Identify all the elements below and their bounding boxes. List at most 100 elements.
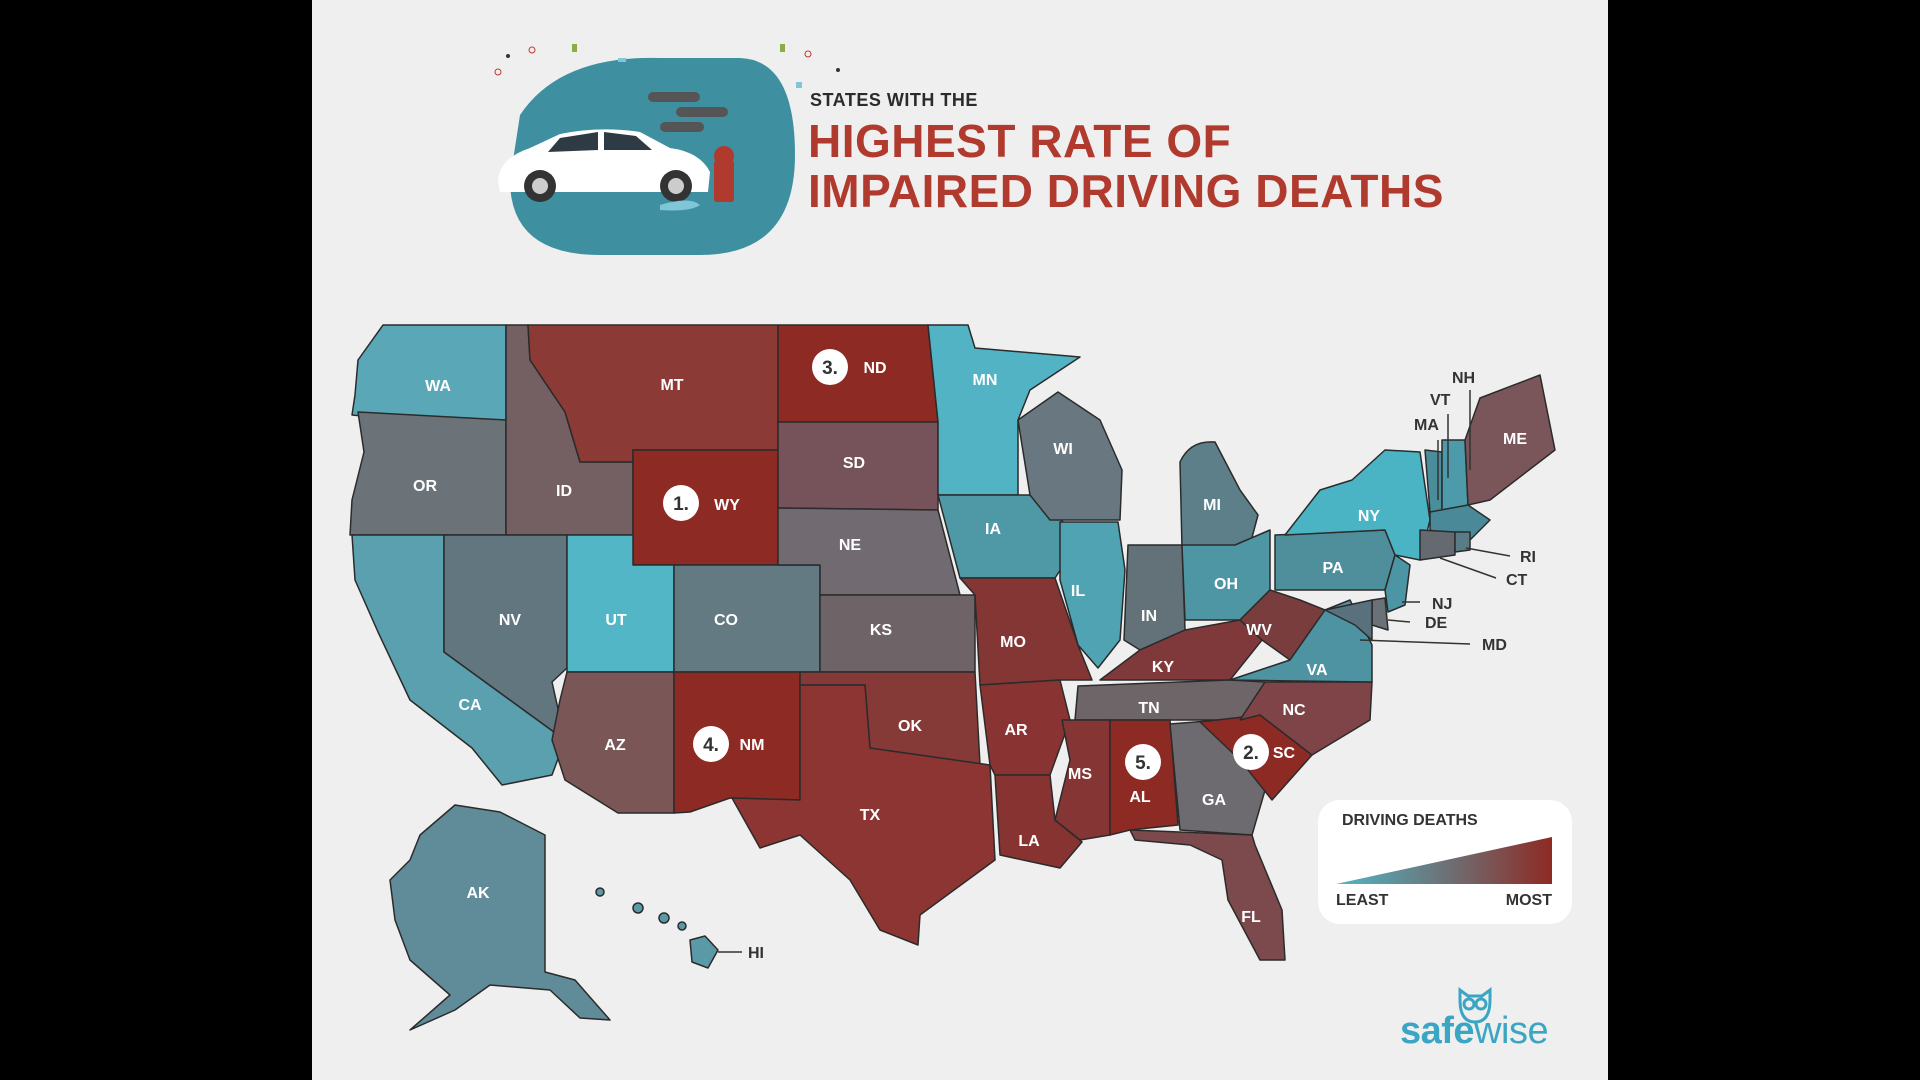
svg-text:4.: 4.	[703, 735, 719, 756]
label-wi: WI	[1053, 441, 1073, 458]
rank-badge-nm: 4.	[693, 726, 729, 762]
brand-name-part2: wise	[1474, 1010, 1549, 1052]
label-in: IN	[1141, 608, 1157, 625]
label-wa: WA	[425, 378, 451, 395]
rank-badge-al: 5.	[1125, 744, 1161, 780]
legend: DRIVING DEATHS LEAST MOST	[1318, 800, 1572, 924]
state-ak	[389, 804, 611, 1031]
label-ky: KY	[1152, 659, 1175, 676]
label-mt: MT	[660, 377, 683, 394]
state-ny	[1284, 449, 1431, 561]
label-vt: VT	[1430, 392, 1451, 409]
state-nd	[777, 324, 939, 423]
label-nv: NV	[499, 612, 522, 629]
label-sd: SD	[843, 455, 865, 472]
state-ct	[1419, 529, 1456, 561]
svg-text:3.: 3.	[822, 358, 838, 379]
title-small: STATES WITH THE	[810, 90, 978, 110]
label-ca: CA	[458, 697, 482, 714]
svg-text:1.: 1.	[673, 494, 689, 515]
state-mi	[1179, 441, 1259, 549]
svg-text:2.: 2.	[1243, 743, 1259, 764]
state-nj	[1384, 554, 1411, 613]
label-id: ID	[556, 483, 572, 500]
label-hi: HI	[748, 945, 764, 962]
label-sc: SC	[1273, 745, 1296, 762]
label-nj: NJ	[1432, 596, 1452, 613]
car-crash-hydrant-illustration	[494, 44, 840, 255]
label-la: LA	[1018, 833, 1040, 850]
label-nh: NH	[1452, 370, 1475, 387]
label-wv: WV	[1246, 622, 1272, 639]
page-title: HIGHEST RATE OF IMPAIRED DRIVING DEATHS	[808, 116, 1444, 216]
state-or	[349, 411, 507, 536]
label-mo: MO	[1000, 634, 1026, 651]
state-wy	[632, 449, 779, 566]
state-ks	[819, 594, 976, 673]
legend-least: LEAST	[1336, 892, 1389, 909]
label-ma: MA	[1414, 417, 1439, 434]
label-tx: TX	[860, 807, 881, 824]
label-nm: NM	[740, 737, 765, 754]
state-ri	[1454, 531, 1471, 553]
brand-logo: safewise	[1400, 1010, 1549, 1053]
label-az: AZ	[604, 737, 626, 754]
rank-badge-nd: 3.	[812, 349, 848, 385]
svg-text:5.: 5.	[1135, 753, 1151, 774]
us-states	[349, 324, 1556, 1031]
state-hi-island	[658, 912, 670, 924]
label-pa: PA	[1322, 560, 1343, 577]
state-hi	[689, 935, 719, 969]
legend-most: MOST	[1505, 892, 1552, 909]
state-mn	[927, 324, 1081, 496]
rank-badges: 1. 2. 3. 4. 5.	[663, 349, 1269, 780]
label-ms: MS	[1068, 766, 1092, 783]
owl-icon	[1458, 987, 1492, 1024]
state-labels: WA OR CA ID NV MT WY UT AZ CO NM ND SD N…	[413, 360, 1536, 962]
state-fl	[1129, 829, 1286, 961]
legend-title: DRIVING DEATHS	[1342, 812, 1478, 829]
state-il	[1059, 521, 1126, 669]
label-ne: NE	[839, 537, 862, 554]
state-nc	[1239, 681, 1373, 756]
label-mi: MI	[1203, 497, 1221, 514]
legend-gradient-wedge	[1336, 837, 1552, 884]
label-nc: NC	[1282, 702, 1306, 719]
state-tn	[1074, 679, 1266, 721]
state-la	[994, 774, 1083, 869]
label-wy: WY	[714, 497, 740, 514]
label-il: IL	[1071, 583, 1085, 600]
label-ok: OK	[898, 718, 922, 735]
state-hi-island	[677, 921, 687, 931]
label-ut: UT	[605, 612, 627, 629]
label-ct: CT	[1506, 572, 1528, 589]
brand-name-part1: safe	[1400, 1010, 1475, 1052]
rank-badge-wy: 1.	[663, 485, 699, 521]
label-fl: FL	[1241, 909, 1261, 926]
label-al: AL	[1129, 789, 1151, 806]
state-wi	[1017, 391, 1123, 521]
label-ri: RI	[1520, 549, 1536, 566]
label-ak: AK	[466, 885, 490, 902]
state-nm	[673, 671, 801, 814]
label-or: OR	[413, 478, 437, 495]
state-hi-island	[632, 902, 644, 914]
state-tx	[731, 684, 996, 946]
label-ny: NY	[1358, 508, 1381, 525]
title-line-1: HIGHEST RATE OF	[808, 115, 1232, 167]
label-tn: TN	[1138, 700, 1159, 717]
title-line-2: IMPAIRED DRIVING DEATHS	[808, 165, 1444, 217]
state-mo	[959, 577, 1093, 686]
label-me: ME	[1503, 431, 1527, 448]
state-va	[1229, 599, 1373, 683]
label-de: DE	[1425, 615, 1448, 632]
label-ga: GA	[1202, 792, 1226, 809]
label-ar: AR	[1004, 722, 1028, 739]
label-ia: IA	[985, 521, 1001, 538]
state-de	[1371, 597, 1389, 631]
leader-lines	[718, 390, 1511, 953]
label-va: VA	[1306, 662, 1327, 679]
state-hi-island	[595, 887, 605, 897]
label-nd: ND	[863, 360, 886, 377]
